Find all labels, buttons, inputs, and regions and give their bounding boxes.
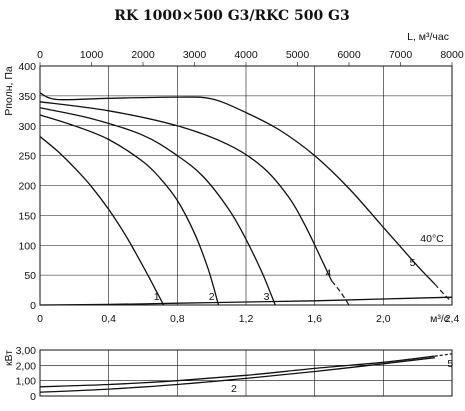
curve-label-5: 5 [410, 257, 416, 269]
x-tick-label-bottom: 0 [37, 313, 43, 325]
system-curve [39, 296, 453, 306]
x-tick-label-bottom: 1,2 [239, 313, 254, 325]
curve-label-4: 4 [325, 267, 331, 279]
x-tick-label-bottom: 1,6 [307, 313, 322, 325]
curve-label-1: 1 [154, 291, 160, 303]
fan-curve-5-dashed-tail [434, 283, 453, 303]
y-tick-label: 200 [18, 181, 36, 193]
chart-title: RK 1000×500 G3/RKC 500 G3 [114, 8, 350, 24]
power-curve-5 [39, 355, 435, 388]
y-tick-label: 150 [18, 210, 36, 222]
main-plot-curves: 1 2 3 4 5 [39, 92, 453, 306]
x-tick-label-top: 2000 [131, 49, 155, 61]
y-tick-label: 50 [24, 270, 36, 282]
power-plot-curves: 25 [39, 353, 453, 395]
curve-label-2: 2 [209, 291, 215, 303]
y-tick-label: 250 [18, 151, 36, 163]
y-axis-title-power: кВт [3, 350, 15, 366]
power-curve-label-2: 2 [231, 383, 237, 395]
power-plot-grid: 0 1,00 2,00 3,00 [16, 345, 453, 403]
x-tick-label-top: 4000 [234, 49, 258, 61]
power-y-tick-label: 1,00 [16, 376, 37, 388]
power-curve-2 [39, 357, 435, 393]
y-tick-label: 100 [18, 240, 36, 252]
power-y-tick-label: 3,00 [16, 345, 37, 357]
x-tick-label-top: 7000 [389, 49, 413, 61]
x-tick-label-top: 5000 [286, 49, 310, 61]
x-tick-label-top: 8000 [440, 49, 464, 61]
fan-curve-5 [39, 92, 436, 285]
power-y-tick-label: 0 [30, 391, 36, 403]
x-tick-label-top: 6000 [337, 49, 361, 61]
x-tick-label-bottom: 0,8 [170, 313, 185, 325]
curve-label-3: 3 [264, 291, 270, 303]
top-axis-title: L, м³/час [407, 31, 449, 43]
y-tick-label: 350 [18, 91, 36, 103]
temperature-annotation: 40°C [420, 233, 444, 245]
x-tick-label-top: 0 [37, 49, 43, 61]
x-tick-label-top: 3000 [183, 49, 207, 61]
y-tick-label: 400 [18, 61, 36, 73]
bottom-axis-title: м³/с [430, 313, 449, 325]
x-tick-label-bottom: 0,4 [101, 313, 116, 325]
x-tick-label-bottom: 2,0 [376, 313, 391, 325]
fan-curve-3 [39, 107, 276, 306]
fan-curve-1 [39, 135, 165, 306]
x-tick-label-bottom: 2,4 [445, 313, 460, 325]
power-curve-5-dashed-tail [434, 353, 453, 357]
y-tick-label: 0 [30, 300, 36, 312]
fan-curve-2 [39, 114, 220, 306]
fan-curve-4-dashed-tail [331, 280, 350, 306]
power-plot-frame [39, 349, 453, 397]
fan-curve-4 [39, 101, 333, 282]
y-axis-title-pressure: Pполн, Па [3, 66, 15, 116]
y-tick-label: 300 [18, 121, 36, 133]
power-curve-label-5: 5 [447, 358, 453, 370]
x-tick-label-top: 1000 [80, 49, 104, 61]
power-y-tick-label: 2,00 [16, 360, 37, 372]
